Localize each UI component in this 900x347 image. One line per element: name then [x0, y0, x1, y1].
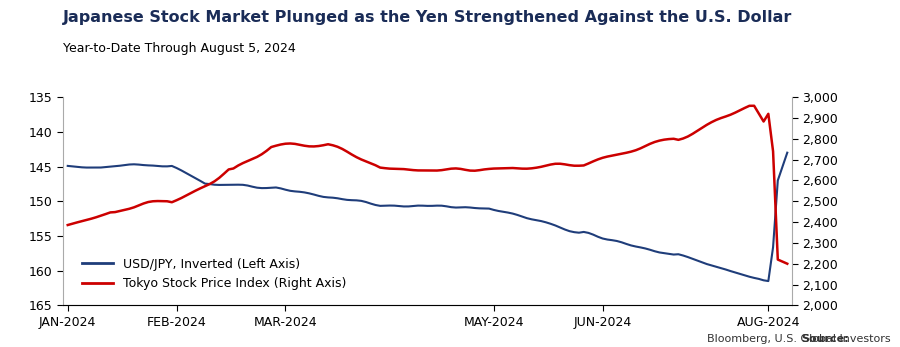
- Legend: USD/JPY, Inverted (Left Axis), Tokyo Stock Price Index (Right Axis): USD/JPY, Inverted (Left Axis), Tokyo Sto…: [76, 253, 351, 295]
- Text: Japanese Stock Market Plunged as the Yen Strengthened Against the U.S. Dollar: Japanese Stock Market Plunged as the Yen…: [63, 10, 792, 25]
- Text: Bloomberg, U.S. Global Investors: Bloomberg, U.S. Global Investors: [707, 333, 891, 344]
- Text: Source:: Source:: [801, 333, 849, 344]
- Text: Year-to-Date Through August 5, 2024: Year-to-Date Through August 5, 2024: [63, 42, 296, 54]
